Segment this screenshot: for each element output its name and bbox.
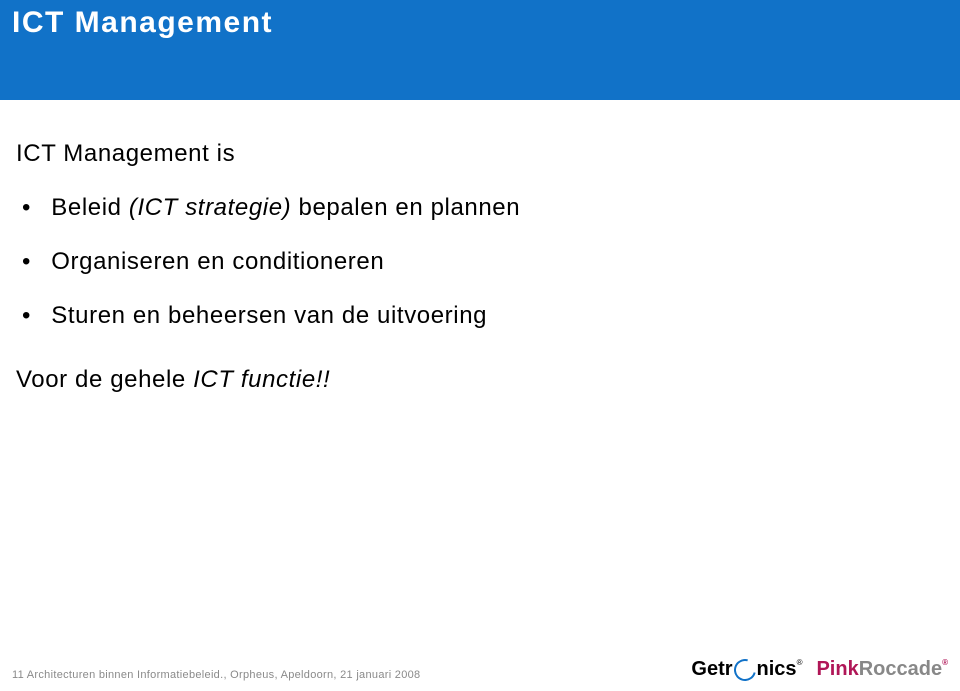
footer: 11 Architecturen binnen Informatiebeleid… <box>12 658 948 681</box>
footer-page-number: 11 <box>12 669 24 681</box>
pinkroccade-pink: Pink <box>816 658 858 680</box>
content-area: ICT Management is Beleid (ICT strategie)… <box>0 100 960 394</box>
list-item: Beleid (ICT strategie) bepalen en planne… <box>16 194 944 222</box>
list-item: Organiseren en conditioneren <box>16 248 944 276</box>
bullet-text: Beleid <box>51 194 129 221</box>
bullet-text: Organiseren en conditioneren <box>51 248 384 275</box>
getronics-text-pre: Getr <box>691 658 732 680</box>
pinkroccade-logo: PinkRoccade® <box>816 658 948 681</box>
closing-italic: ICT functie!! <box>193 366 330 393</box>
closing-prefix: Voor de gehele <box>16 366 193 393</box>
title-bar: ICT Management <box>0 0 960 100</box>
getronics-text-post: nics <box>757 658 797 680</box>
logos: Getrnics® PinkRoccade® <box>691 658 948 681</box>
closing-line: Voor de gehele ICT functie!! <box>16 366 944 394</box>
intro-text: ICT Management is <box>16 140 944 168</box>
registered-icon: ® <box>942 658 948 667</box>
bullet-list: Beleid (ICT strategie) bepalen en planne… <box>16 194 944 330</box>
pinkroccade-gray: Roccade <box>859 658 942 680</box>
getronics-logo: Getr nics® <box>691 658 802 681</box>
slide-title: ICT Management <box>12 6 273 39</box>
footer-caption: Architecturen binnen Informatiebeleid., … <box>27 669 421 681</box>
getronics-swirl-icon <box>730 654 760 684</box>
registered-icon: ® <box>797 658 803 667</box>
bullet-italic: (ICT strategie) <box>129 194 291 221</box>
list-item: Sturen en beheersen van de uitvoering <box>16 302 944 330</box>
bullet-text: bepalen en plannen <box>291 194 520 221</box>
bullet-text: Sturen en beheersen van de uitvoering <box>51 302 487 329</box>
footer-text: 11 Architecturen binnen Informatiebeleid… <box>12 669 420 681</box>
